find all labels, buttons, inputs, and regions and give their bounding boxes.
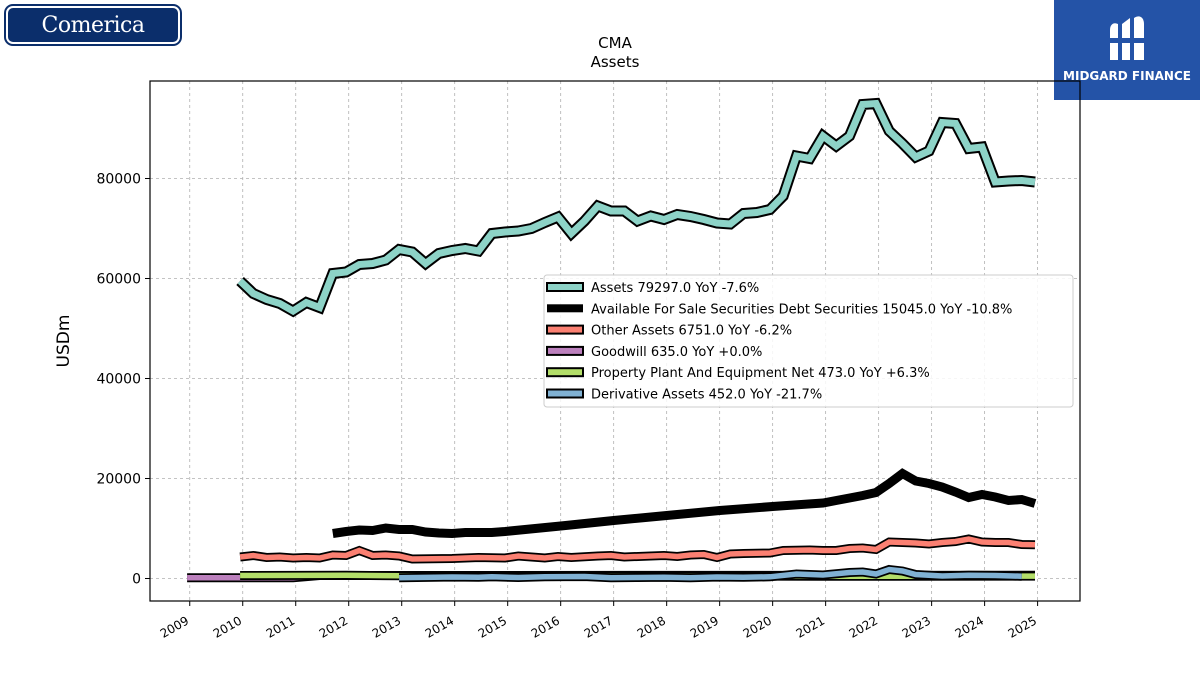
x-tick-label: 2020: [741, 613, 774, 640]
series-derivative-assets: [399, 564, 1022, 583]
legend-item: Property Plant And Equipment Net 473.0 Y…: [546, 366, 930, 381]
legend-swatch: [547, 304, 583, 313]
y-tick-label: 20000: [96, 472, 141, 488]
y-tick-label: 40000: [96, 372, 141, 388]
comerica-logo: Comerica: [6, 6, 180, 44]
x-tick-label: 2013: [370, 613, 403, 640]
x-tick-label: 2009: [158, 613, 191, 640]
x-tick-label: 2015: [476, 613, 509, 640]
legend-swatch: [546, 367, 584, 378]
legend-label: Property Plant And Equipment Net 473.0 Y…: [591, 366, 930, 381]
x-tick-label: 2014: [423, 613, 456, 640]
x-tick-label: 2021: [794, 613, 827, 640]
x-tick-label: 2019: [688, 613, 721, 640]
legend: Assets 79297.0 YoY -7.6% Available For Sa…: [543, 274, 1074, 408]
chart-title: CMA: [598, 34, 632, 52]
y-tick-label: 0: [132, 572, 141, 588]
midgard-logo-text: MIDGARD FINANCE: [1063, 69, 1191, 83]
midgard-finance-logo: MIDGARD FINANCE: [1054, 0, 1200, 100]
legend-label: Other Assets 6751.0 YoY -6.2%: [591, 324, 792, 339]
x-axis: 2009 2010 2011 2012 2013 2014 2015 2016 2017 2018…: [158, 601, 1039, 641]
series-line: [239, 536, 1036, 562]
series-other-assets: [239, 534, 1036, 564]
legend-swatch: [546, 388, 584, 399]
legend-item: Goodwill 635.0 YoY +0.0%: [546, 345, 762, 360]
midgard-mark-icon: [1108, 16, 1146, 60]
x-tick-label: 2016: [529, 613, 562, 640]
comerica-logo-text: Comerica: [41, 12, 145, 38]
legend-item: Other Assets 6751.0 YoY -6.2%: [546, 324, 792, 339]
legend-swatch: [546, 282, 584, 292]
x-tick-label: 2023: [900, 613, 933, 640]
legend-box: [543, 274, 1074, 408]
series-group: [187, 97, 1037, 583]
y-axis-label: USDm: [54, 315, 74, 368]
plot-frame: [149, 80, 1081, 602]
chart-subtitle: Assets: [591, 53, 640, 71]
x-tick-label: 2025: [1006, 613, 1039, 640]
series-assets: [236, 97, 1036, 318]
x-tick-label: 2017: [582, 613, 615, 640]
legend-swatch: [546, 345, 584, 356]
legend-item: Available For Sale Securities Debt Secur…: [547, 302, 1012, 317]
x-tick-label: 2010: [211, 613, 244, 640]
legend-label: Derivative Assets 452.0 YoY -21.7%: [591, 388, 822, 403]
y-tick-label: 80000: [96, 172, 141, 188]
legend-item: Derivative Assets 452.0 YoY -21.7%: [546, 388, 822, 403]
series-line: [237, 99, 1036, 316]
y-tick-label: 60000: [96, 272, 141, 288]
legend-label: Assets 79297.0 YoY -7.6%: [591, 281, 759, 296]
x-tick-label: 2018: [635, 613, 668, 640]
x-tick-label: 2012: [317, 613, 350, 640]
series-line: [332, 468, 1037, 539]
series-line: [399, 566, 1022, 581]
series-available-for-sale-securities-debt-securities: [332, 468, 1037, 539]
x-tick-label: 2022: [847, 613, 880, 640]
legend-label: Available For Sale Securities Debt Secur…: [591, 302, 1012, 317]
legend-label: Goodwill 635.0 YoY +0.0%: [591, 345, 762, 360]
x-tick-label: 2011: [264, 613, 297, 640]
legend-item: Assets 79297.0 YoY -7.6%: [546, 281, 759, 296]
legend-swatch: [546, 324, 584, 335]
x-tick-label: 2024: [953, 613, 986, 640]
y-axis: 0 20000 40000 60000 80000: [96, 172, 150, 588]
